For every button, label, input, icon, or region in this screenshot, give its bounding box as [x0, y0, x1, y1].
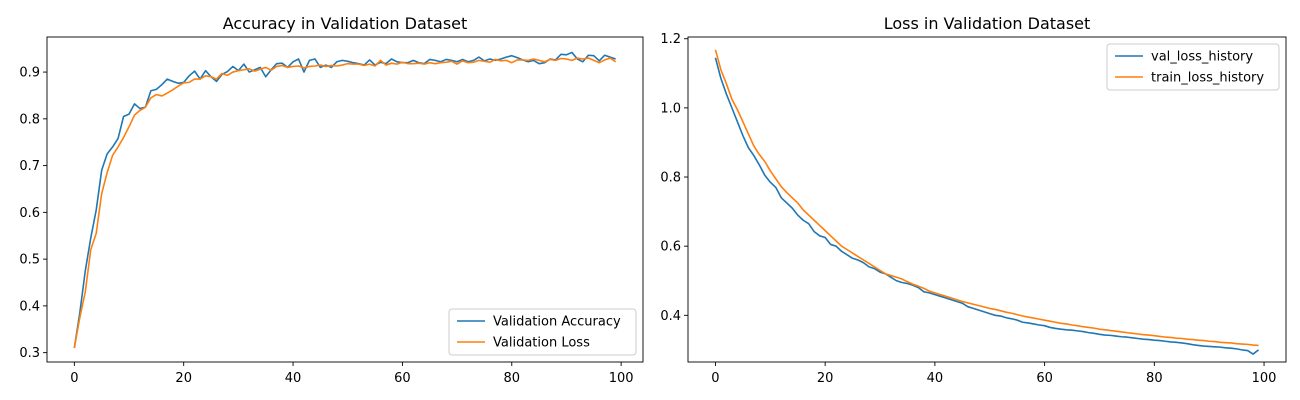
legend-label: val_loss_history — [1151, 50, 1253, 65]
loss-chart: Loss in Validation Dataset 0 20 40 60 80 1000… — [660, 14, 1287, 386]
chart-title-loss: Loss in Validation Dataset — [884, 14, 1091, 33]
x-tick-label: 80 — [1146, 371, 1163, 386]
legend: val_loss_history train_loss_history — [1106, 43, 1280, 91]
chart-title-accuracy: Accuracy in Validation Dataset — [223, 14, 468, 33]
plot-area-accuracy: 0 20 40 60 80 100 0.3 0.4 0.5 0.6 0.7 0.8 0.9 Validat… — [19, 36, 644, 386]
x-tick-label: 100 — [609, 371, 634, 386]
x-tick-label: 0 — [70, 371, 78, 386]
y-tick-label: 1.0 — [660, 101, 681, 116]
x-tick-label: 100 — [1252, 371, 1277, 386]
y-tick-label: 0.5 — [19, 253, 40, 268]
y-tick-label: 0.8 — [19, 112, 40, 127]
x-tick-label: 40 — [285, 371, 302, 386]
y-tick-label: 0.4 — [19, 299, 40, 314]
y-tick-label: 0.9 — [19, 66, 40, 81]
x-tick-label: 20 — [175, 371, 192, 386]
series-line-2 — [73, 57, 617, 349]
y-tick-label: 1.2 — [660, 32, 681, 47]
plot-area-loss: 0 20 40 60 80 100 0.4 0.6 0.8 1.0 1.2 val_loss_hist… — [660, 32, 1287, 386]
x-tick-label: 60 — [394, 371, 411, 386]
series-line-2 — [714, 49, 1259, 347]
y-tick-label: 0.4 — [660, 309, 681, 324]
x-tick-label: 0 — [711, 371, 719, 386]
y-tick-label: 0.8 — [660, 171, 681, 186]
axes-frame — [46, 36, 644, 363]
series-line-1 — [73, 51, 616, 349]
accuracy-chart: Accuracy in Validation Dataset 0 20 40 60 80… — [19, 14, 644, 386]
legend-label: Validation Accuracy — [493, 315, 621, 330]
legend-label: train_loss_history — [1151, 71, 1264, 86]
legend-box — [1106, 43, 1280, 91]
series-line-1 — [714, 57, 1260, 355]
x-tick-label: 20 — [817, 371, 834, 386]
y-tick-label: 0.7 — [19, 159, 40, 174]
y-tick-label: 0.6 — [660, 240, 681, 255]
x-tick-label: 80 — [503, 371, 520, 386]
legend-box — [448, 308, 637, 356]
x-tick-label: 40 — [927, 371, 944, 386]
legend: Validation Accuracy Validation Loss — [448, 308, 637, 356]
y-tick-label: 0.6 — [19, 206, 40, 221]
legend-label: Validation Loss — [493, 336, 590, 351]
y-tick-label: 0.3 — [19, 346, 40, 361]
axes-frame — [687, 36, 1287, 363]
x-tick-label: 60 — [1036, 371, 1053, 386]
